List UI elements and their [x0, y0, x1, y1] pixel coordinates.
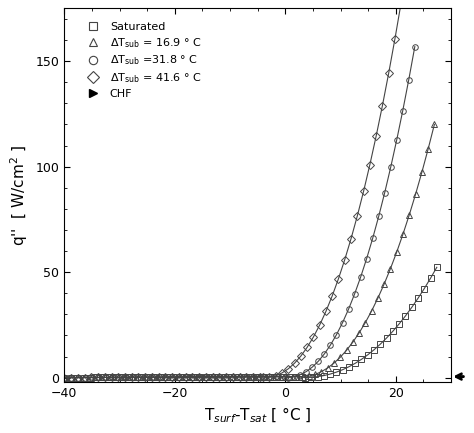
Legend: Saturated, $\Delta$T$_\mathregular{sub}$ = 16.9 ° C, $\Delta$T$_\mathregular{sub: Saturated, $\Delta$T$_\mathregular{sub}$…	[78, 18, 206, 103]
Y-axis label: q''  [ W/cm$^2$ ]: q'' [ W/cm$^2$ ]	[9, 145, 30, 246]
X-axis label: T$_{surf}$-T$_{sat}$ [ °C ]: T$_{surf}$-T$_{sat}$ [ °C ]	[204, 405, 311, 425]
